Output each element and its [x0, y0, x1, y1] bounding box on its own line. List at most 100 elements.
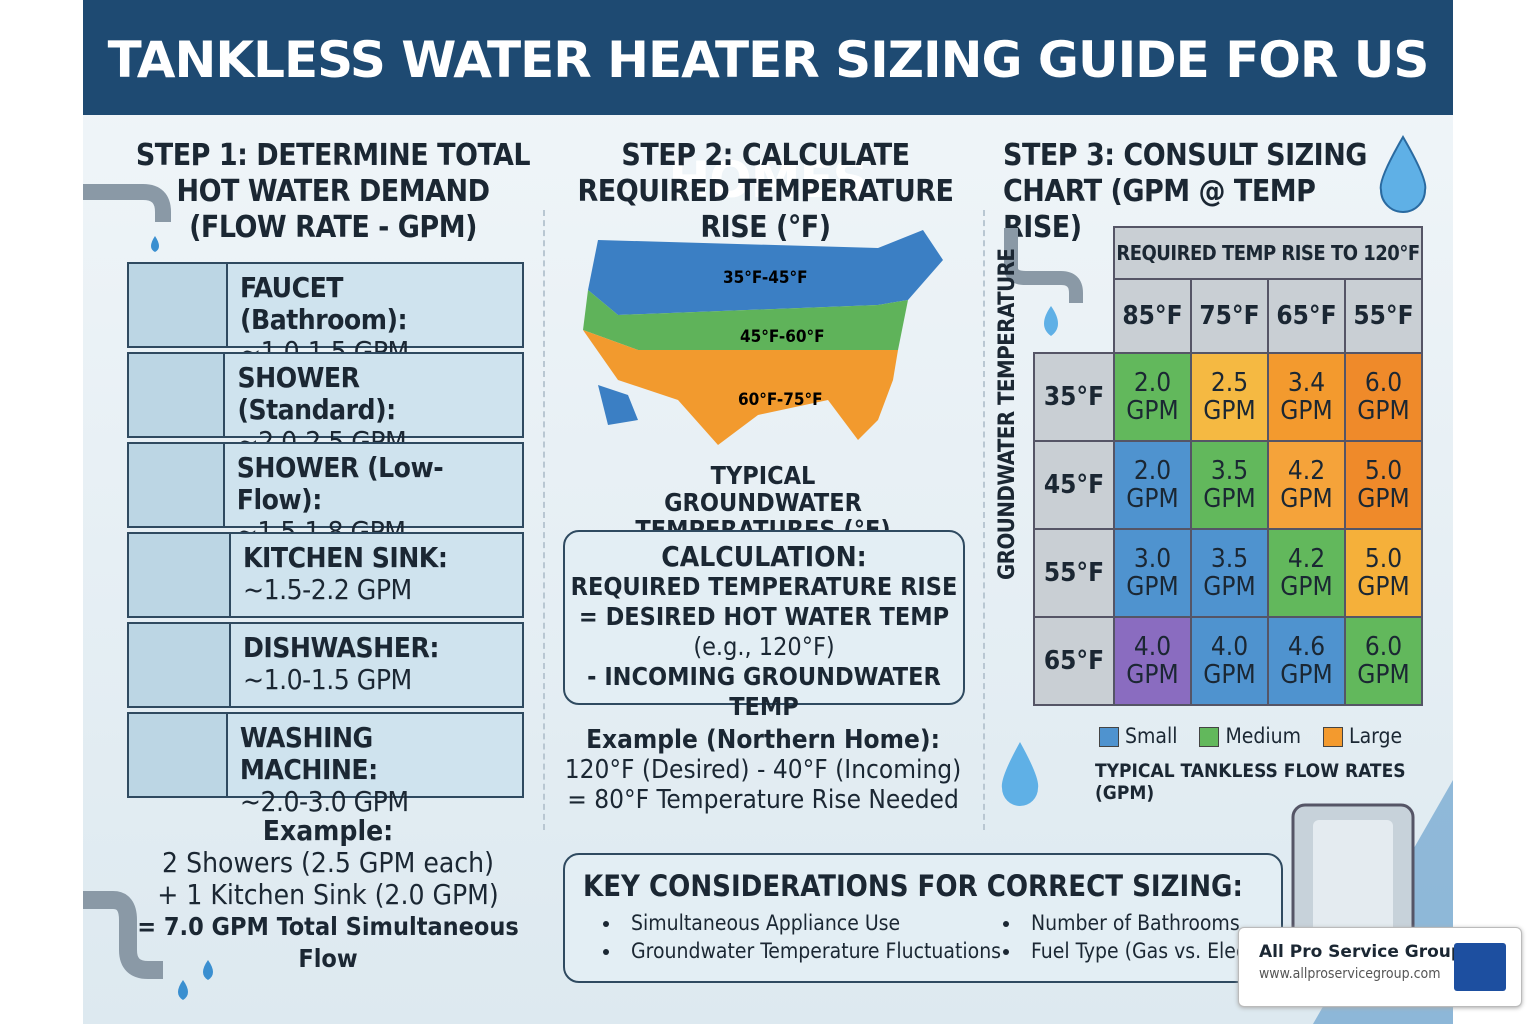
drop-icon: [1001, 742, 1039, 806]
legend-swatch: [1099, 727, 1119, 747]
row-header: GROUNDWATER TEMPERATURE: [988, 249, 1028, 580]
fixture-name: SHOWER (Standard):: [237, 361, 396, 426]
fixture-item: KITCHEN SINK: ~1.5-2.2 GPM: [127, 532, 524, 618]
fixture-item: FAUCET (Bathroom):~1.0-1.5 GPM: [127, 262, 524, 368]
map-zone: 45°F-60°F: [740, 327, 825, 347]
consideration-item: Simultaneous Appliance Use: [603, 909, 1003, 937]
table-cell: 2.5 GPM: [1190, 352, 1269, 442]
fixture-icon: [129, 714, 228, 796]
fixture-icon: [129, 444, 225, 526]
legend-label: Medium: [1225, 724, 1302, 748]
considerations-list: Simultaneous Appliance UseNumber of Bath…: [583, 909, 1284, 965]
row-label: 35°F: [1033, 352, 1115, 442]
example-total: = 7.0 GPM Total Simultaneous Flow: [137, 912, 519, 973]
row-label: 45°F: [1033, 440, 1115, 530]
column-label: 85°F: [1113, 278, 1192, 354]
fixture-icon: [129, 534, 231, 616]
table-cell: 3.0 GPM: [1113, 528, 1192, 618]
fixture-item: WASHING MACHINE: ~2.0-3.0 GPM: [127, 712, 524, 818]
table-row: 45°F 2.0 GPM 3.5 GPM 4.2 GPM 5.0 GPM: [1033, 440, 1423, 530]
table-cell: 4.2 GPM: [1267, 528, 1346, 618]
table-cell: 5.0 GPM: [1344, 440, 1423, 530]
blank: [1034, 279, 1114, 353]
fixture-icon: [129, 354, 226, 436]
column-header: REQUIRED TEMP RISE TO 120°F: [1113, 226, 1423, 280]
column-label: 65°F: [1267, 278, 1346, 354]
calc-line: (e.g., 120°F): [693, 632, 835, 661]
table-cell: 4.0 GPM: [1190, 616, 1269, 706]
fixture-item: SHOWER (Standard):~2.0-2.5 GPM: [127, 352, 524, 458]
brand-url: www.allproservicegroup.com: [1259, 966, 1441, 982]
fixture-text: WASHING MACHINE: ~2.0-3.0 GPM: [228, 714, 522, 818]
table-cell: 3.4 GPM: [1267, 352, 1346, 442]
example-line: 2 Showers (2.5 GPM each): [162, 846, 494, 879]
calc-line: REQUIRED TEMPERATURE RISE: [570, 572, 958, 601]
table-cell: 4.0 GPM: [1113, 616, 1192, 706]
calculation-box: CALCULATION: REQUIRED TEMPERATURE RISE =…: [563, 530, 965, 721]
legend: Small Medium Large: [1083, 724, 1402, 748]
fixture-name: DISHWASHER:: [243, 631, 439, 664]
row-label: 55°F: [1033, 528, 1115, 618]
table-cell: 6.0 GPM: [1344, 352, 1423, 442]
fixture-rate: ~1.0-1.5 GPM: [243, 663, 412, 696]
table-cell: 4.2 GPM: [1267, 440, 1346, 530]
map-zone: 60°F-75°F: [738, 390, 823, 410]
step1-example: Example: 2 Showers (2.5 GPM each) + 1 Ki…: [123, 815, 533, 975]
fixture-name: FAUCET (Bathroom):: [240, 271, 408, 336]
fixture-text: FAUCET (Bathroom):~1.0-1.5 GPM: [228, 264, 522, 368]
example-title: Example (Northern Home):: [586, 725, 940, 755]
pipe-icon: [83, 184, 171, 252]
consideration-item: Number of Bathrooms: [1003, 909, 1303, 937]
row-header-text: GROUNDWATER TEMPERATURE: [995, 248, 1020, 580]
calc-line: - INCOMING GROUNDWATER TEMP: [587, 662, 941, 721]
table-row: 35°F 2.0 GPM 2.5 GPM 3.4 GPM 6.0 GPM: [1033, 352, 1423, 442]
legend-label: Large: [1349, 724, 1403, 748]
fixture-item: SHOWER (Low-Flow):~1.5-1.8 GPM: [127, 442, 524, 548]
table-cell: 5.0 GPM: [1344, 528, 1423, 618]
example-line: = 80°F Temperature Rise Needed: [567, 785, 959, 815]
legend-swatch: [1323, 727, 1344, 747]
fixture-icon: [129, 264, 229, 346]
table-cell: 6.0 GPM: [1344, 616, 1423, 706]
legend-swatch: [1199, 727, 1220, 747]
divider: [543, 210, 545, 830]
brand-name: All Pro Service Group: [1259, 942, 1464, 962]
table-cell: 3.5 GPM: [1190, 440, 1269, 530]
brand-badge: All Pro Service Group www.allproserviceg…: [1238, 927, 1522, 1007]
considerations-title: KEY CONSIDERATIONS FOR CORRECT SIZING:: [583, 869, 1243, 903]
us-map: 35°F-45°F 45°F-60°F 60°F-75°F: [583, 230, 943, 445]
table-row: 55°F 3.0 GPM 3.5 GPM 4.2 GPM 5.0 GPM: [1033, 528, 1423, 618]
table-cell: 3.5 GPM: [1190, 528, 1269, 618]
fixture-rate: ~2.0-3.0 GPM: [239, 785, 409, 818]
consideration-item: Groundwater Temperature Fluctuations: [603, 937, 1003, 965]
fixture-name: SHOWER (Low-Flow):: [236, 451, 444, 516]
infographic: TANKLESS WATER HEATER SIZING GUIDE FOR U…: [83, 0, 1453, 1024]
table-row: 65°F 4.0 GPM 4.0 GPM 4.6 GPM 6.0 GPM: [1033, 616, 1423, 706]
fixture-text: SHOWER (Low-Flow):~1.5-1.8 GPM: [225, 444, 522, 548]
table-cell: 4.6 GPM: [1267, 616, 1346, 706]
legend-label: Small: [1125, 724, 1178, 748]
pipe-icon: [1004, 228, 1083, 336]
fixture-text: DISHWASHER: ~1.0-1.5 GPM: [231, 624, 451, 706]
example-line: + 1 Kitchen Sink (2.0 GPM): [157, 878, 499, 911]
map-zone: 35°F-45°F: [723, 268, 808, 288]
drop-icon: [1379, 135, 1427, 213]
blank: [1034, 227, 1114, 279]
sizing-table: REQUIRED TEMP RISE TO 120°F 85°F 75°F 65°F 5…: [1033, 226, 1423, 706]
brand-logo: [1454, 943, 1506, 991]
calc-title: CALCULATION:: [661, 540, 867, 573]
fixture-item: DISHWASHER: ~1.0-1.5 GPM: [127, 622, 524, 708]
header-title: TANKLESS WATER HEATER SIZING GUIDE FOR U…: [83, 0, 1453, 209]
column-label: 75°F: [1190, 278, 1269, 354]
table-row: 85°F 75°F 65°F 55°F: [1034, 278, 1423, 354]
table-cell: 2.0 GPM: [1113, 440, 1192, 530]
table-cell: 2.0 GPM: [1113, 352, 1192, 442]
step2-title: STEP 2: CALCULATE REQUIRED TEMPERATURE R…: [577, 138, 955, 245]
step2-example: Example (Northern Home): 120°F (Desired)…: [563, 725, 963, 815]
fixture-rate: ~1.5-2.2 GPM: [243, 573, 412, 606]
fixture-text: KITCHEN SINK: ~1.5-2.2 GPM: [231, 534, 459, 616]
fixture-text: SHOWER (Standard):~2.0-2.5 GPM: [225, 354, 522, 458]
calc-line: = DESIRED HOT WATER TEMP: [578, 602, 950, 631]
divider: [983, 210, 985, 830]
